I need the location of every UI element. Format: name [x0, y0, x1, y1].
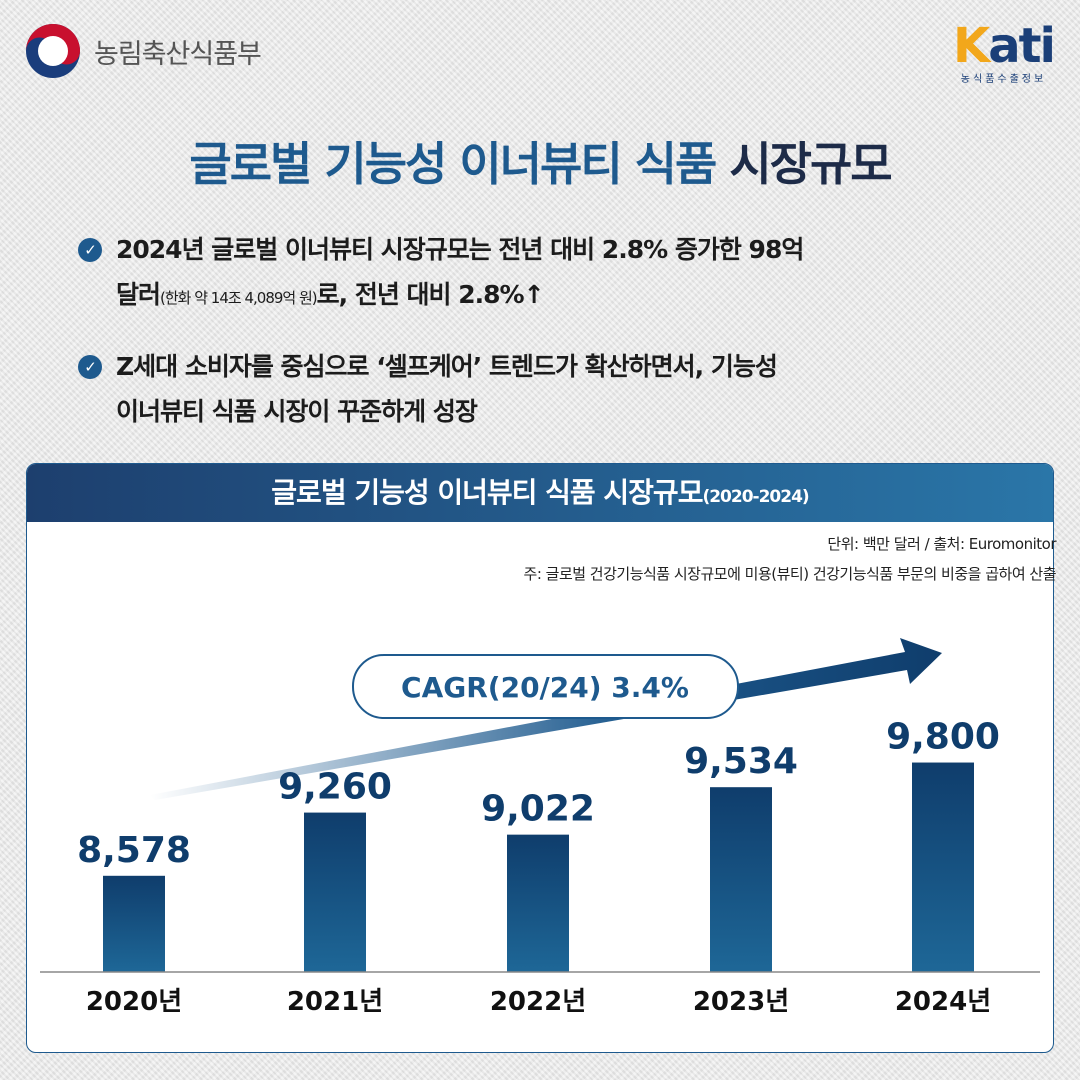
ministry-name: 농림축산식품부 [94, 38, 262, 70]
chart-subtitle: (2020-2024) [702, 487, 809, 507]
chart-title-text: 글로벌 기능성 이너뷰티 식품 시장규모 [271, 476, 703, 509]
check-icon: ✓ [78, 238, 102, 262]
bar-2024년 [912, 762, 974, 972]
taegeuk-emblem-icon [26, 24, 80, 78]
title-main: 글로벌 기능성 이너뷰티 식품 [189, 137, 717, 191]
bullet-1: ✓ 2024년 글로벌 이너뷰티 시장규모는 전년 대비 2.8% 증가한 98… [78, 227, 804, 321]
kati-logo: Kati 농식품수출정보 [953, 18, 1056, 85]
bullet-note: (한화 약 14조 4,089억 원) [160, 289, 318, 307]
unit-note: 단위: 백만 달러 / 출처: Euromonitor [827, 535, 1056, 553]
x-tick-label: 2021년 [287, 987, 383, 1017]
data-label: 9,534 [684, 741, 798, 782]
data-label: 9,800 [886, 717, 1000, 758]
bullet-text: 로, 전년 대비 2.8%↑ [316, 280, 545, 309]
check-icon: ✓ [78, 355, 102, 379]
page-title: 글로벌 기능성 이너뷰티 식품 시장규모 [0, 128, 1080, 194]
ministry-logo: 농림축산식품부 [24, 22, 262, 80]
bullet-2: ✓ Z세대 소비자를 중심으로 ‘셀프케어’ 트렌드가 확산하면서, 기능성 이… [78, 344, 778, 434]
bar-2023년 [710, 787, 772, 972]
x-tick-label: 2024년 [895, 987, 991, 1017]
cagr-annotation: CAGR(20/24) 3.4% [401, 671, 689, 704]
x-tick-label: 2023년 [693, 987, 789, 1017]
bar-2021년 [304, 812, 366, 972]
data-label: 8,578 [77, 830, 191, 871]
bar-2022년 [507, 834, 569, 972]
bullet-text: 달러 [116, 280, 161, 309]
bullet-text: Z세대 소비자를 중심으로 ‘셀프케어’ 트렌드가 확산하면서, 기능성 [116, 352, 778, 381]
bullet-text: 이너뷰티 식품 시장이 꾸준하게 성장 [116, 397, 478, 426]
data-label: 9,260 [278, 767, 392, 808]
x-tick-label: 2020년 [86, 987, 182, 1017]
x-tick-label: 2022년 [490, 987, 586, 1017]
cagr-pill [352, 654, 739, 719]
kati-subtitle: 농식품수출정보 [960, 74, 1047, 85]
footnote: 주: 글로벌 건강기능식품 시장규모에 미용(뷰티) 건강기능식품 부문의 비중… [523, 565, 1057, 583]
trend-arrow [150, 638, 942, 800]
bullet-text: 2024년 글로벌 이너뷰티 시장규모는 전년 대비 2.8% 증가한 98억 [116, 235, 804, 264]
chart-title: 글로벌 기능성 이너뷰티 식품 시장규모(2020-2024) [27, 464, 1053, 522]
bar-2020년 [103, 875, 165, 972]
data-label: 9,022 [481, 789, 595, 830]
title-highlight: 시장규모 [729, 137, 892, 191]
